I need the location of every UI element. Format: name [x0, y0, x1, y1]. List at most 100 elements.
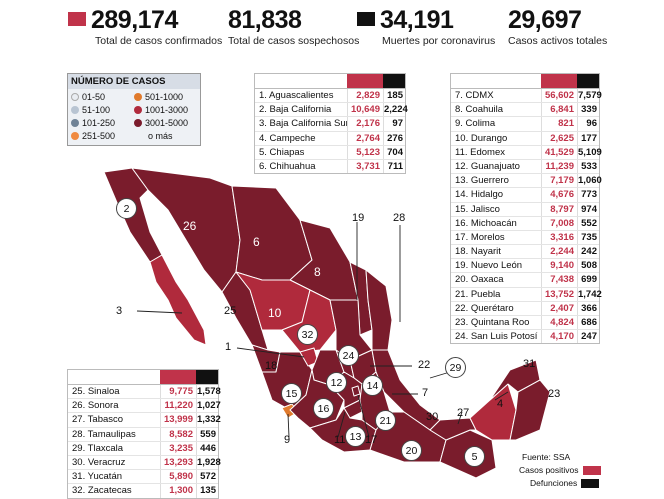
positive-cases: 13,999	[160, 413, 196, 427]
state-name: 10. Durango	[455, 132, 508, 144]
map-label: 9	[284, 434, 291, 446]
deaths: 2,224	[383, 103, 408, 117]
legend-item: 501-1000	[134, 91, 197, 103]
table-row: 31. Yucatán 5,890 572	[68, 470, 218, 485]
deaths: 711	[383, 159, 405, 174]
stat-suspected: 81,838 Total de casos sospechosos	[228, 6, 359, 47]
map-label: 22	[418, 359, 431, 371]
positive-cases: 821	[541, 117, 577, 131]
map-label: 12	[326, 372, 347, 393]
state-table-25-32: 25. Sinaloa 9,775 1,578 26. Sonora 11,220 1,0…	[67, 369, 221, 499]
deaths: 339	[577, 103, 599, 117]
deaths: 559	[196, 427, 218, 441]
deaths: 247	[577, 330, 599, 344]
state-name: 13. Guerrero	[455, 175, 509, 187]
deaths: 533	[577, 159, 599, 174]
positive-cases: 9,775	[160, 385, 196, 399]
deaths: 508	[577, 259, 599, 273]
deaths: 552	[577, 216, 599, 230]
table-header	[68, 370, 218, 385]
map-label: 13	[345, 426, 366, 447]
deaths-key: Defunciones	[530, 478, 600, 489]
positive-cases: 13,752	[541, 287, 577, 301]
deaths: 7,579	[577, 89, 602, 103]
legend-label: 3001-5000	[145, 118, 189, 128]
map-label: 1	[225, 341, 232, 353]
positive-cases: 13,293	[160, 455, 196, 470]
table-row: 30. Veracruz 13,293 1,928	[68, 455, 221, 471]
positive-key: Casos positivos	[519, 465, 601, 476]
deaths-header-swatch	[577, 74, 599, 88]
deaths: 686	[577, 316, 599, 330]
state-name: 24. San Luis Potosí	[455, 331, 538, 343]
table-header	[451, 74, 599, 89]
positive-cases: 2,407	[541, 301, 577, 315]
stat-value: 29,697	[508, 6, 582, 34]
map-label: 28	[393, 212, 406, 224]
stat-active: 29,697 Casos activos totales	[508, 6, 607, 47]
positive-key-label: Casos positivos	[519, 465, 579, 475]
map-label: 18	[265, 360, 278, 372]
state-name: 14. Hidalgo	[455, 189, 504, 201]
state-name: 9. Colima	[455, 118, 496, 130]
positive-cases: 4,170	[541, 330, 577, 344]
legend-item: 01-50	[71, 91, 134, 103]
map-label: 30	[426, 411, 439, 423]
positive-cases: 10,649	[347, 103, 383, 117]
positive-cases: 3,235	[160, 441, 196, 455]
stat-label: Muertes por coronavirus	[382, 35, 496, 47]
legend-label: 251-500	[82, 131, 116, 141]
map-label: 21	[375, 410, 396, 431]
table-row: 6. Chihuahua 3,731 711	[255, 159, 405, 174]
state-name: 31. Yucatán	[72, 471, 123, 483]
state-name: 29. Tlaxcala	[72, 442, 124, 454]
legend-item: 3001-5000	[134, 117, 197, 129]
map-label: 7	[422, 387, 429, 399]
deaths: 366	[577, 301, 599, 315]
table-row: 19. Nuevo León 9,140 508	[451, 259, 599, 274]
positive-cases: 2,244	[541, 245, 577, 259]
deaths-key-label: Defunciones	[530, 478, 578, 488]
table-row: 3. Baja California Sur 2,176 97	[255, 117, 405, 132]
positive-cases: 41,529	[541, 145, 577, 159]
state-tamaulipas	[365, 269, 393, 351]
deaths: 699	[577, 273, 599, 287]
state-name: 8. Coahuila	[455, 104, 504, 116]
state-name: 28. Tamaulipas	[72, 428, 136, 440]
state-name: 6. Chihuahua	[259, 160, 316, 172]
state-name: 17. Morelos	[455, 231, 505, 243]
map-label: 25	[224, 305, 237, 317]
positive-cases: 5,890	[160, 470, 196, 484]
deaths: 135	[196, 484, 218, 498]
source-note: Fuente: SSA	[522, 452, 571, 462]
table-row: 8. Coahuila 6,841 339	[451, 103, 599, 118]
table-row: 24. San Luis Potosí 4,170 247	[451, 330, 599, 344]
deaths: 185	[383, 89, 405, 103]
positive-cases: 6,841	[541, 103, 577, 117]
state-name: 15. Jalisco	[455, 203, 500, 215]
positive-header-swatch	[541, 74, 577, 88]
legend-swatch	[71, 106, 79, 114]
positive-cases: 5,123	[347, 145, 383, 159]
map-label: 24	[338, 345, 359, 366]
positive-cases: 2,176	[347, 117, 383, 131]
case-count-legend: NÚMERO DE CASOS 01-50 501-1000 51-100 10…	[67, 73, 201, 146]
legend-item: 251-500	[71, 130, 134, 142]
map-label: 23	[548, 388, 561, 400]
table-row: 27. Tabasco 13,999 1,332	[68, 413, 221, 428]
state-name: 32. Zacatecas	[72, 485, 132, 497]
stat-label: Total de casos confirmados	[95, 35, 223, 47]
map-label: 4	[497, 398, 504, 410]
table-row: 9. Colima 821 96	[451, 117, 599, 132]
positive-cases: 4,824	[541, 316, 577, 330]
legend-swatch	[71, 119, 79, 127]
positive-cases: 1,300	[160, 484, 196, 498]
deaths: 1,742	[577, 287, 602, 301]
legend-label: 101-250	[82, 118, 116, 128]
stat-value: 289,174	[91, 6, 178, 34]
confirmed-swatch	[68, 12, 86, 27]
table-row: 13. Guerrero 7,179 1,060	[451, 174, 602, 189]
map-label: 32	[297, 324, 318, 345]
table-header	[255, 74, 405, 89]
